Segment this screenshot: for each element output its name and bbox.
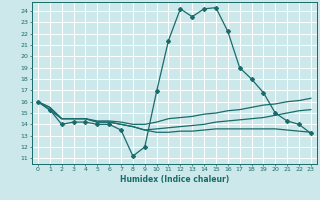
X-axis label: Humidex (Indice chaleur): Humidex (Indice chaleur): [120, 175, 229, 184]
